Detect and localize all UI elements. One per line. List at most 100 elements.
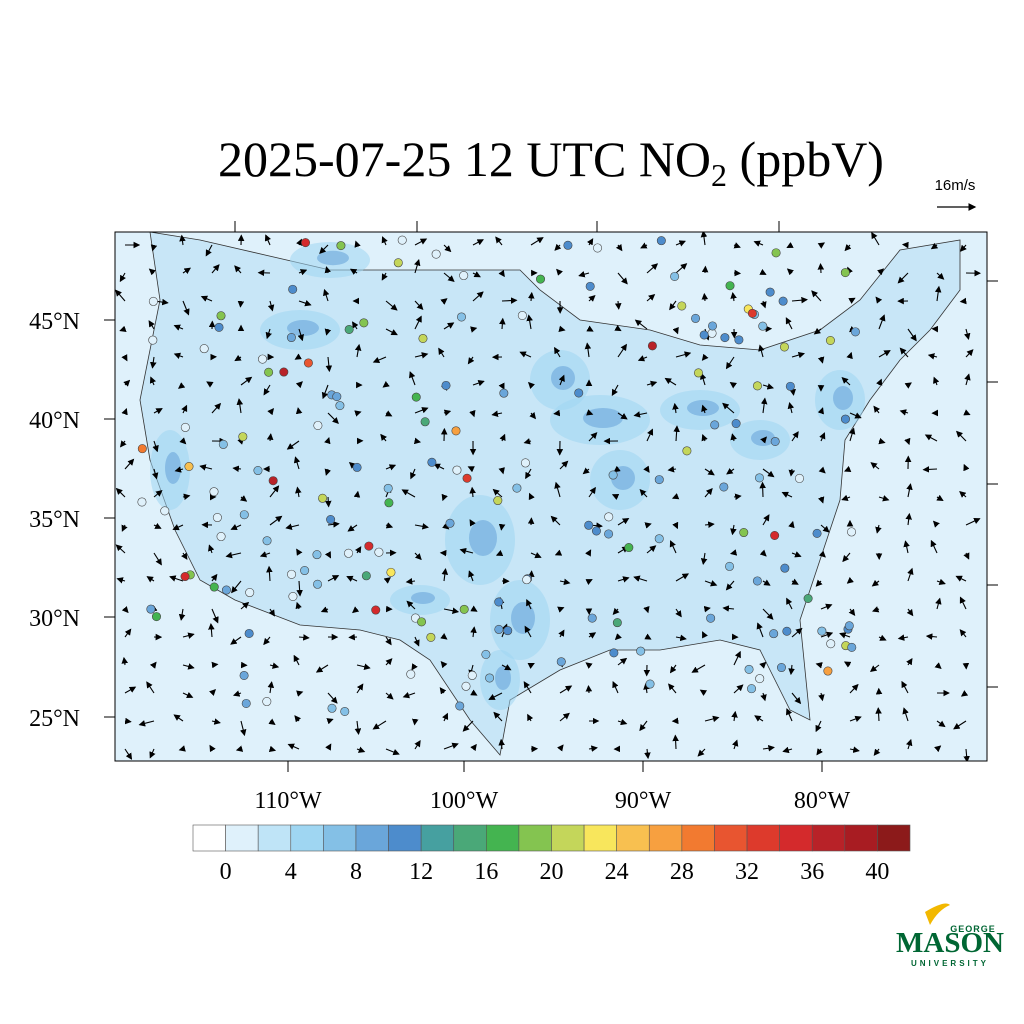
wind-arrow xyxy=(469,409,476,418)
wind-arrow xyxy=(633,575,648,582)
wind-arrow xyxy=(263,384,271,396)
no2-patch xyxy=(411,592,435,604)
station xyxy=(719,482,729,492)
wind-arrow xyxy=(470,626,477,638)
wind-arrow xyxy=(231,580,242,594)
station xyxy=(427,457,437,467)
wind-arrow xyxy=(413,636,420,647)
station xyxy=(386,567,396,577)
wind-arrow xyxy=(959,297,967,305)
wind-arrow xyxy=(791,627,803,638)
colorbar-label: 12 xyxy=(409,859,433,885)
wind-arrow xyxy=(612,607,620,615)
wind-arrow xyxy=(788,664,795,676)
wind-arrow xyxy=(762,383,774,390)
wind-arrow xyxy=(173,714,184,722)
wind-arrow xyxy=(327,692,338,704)
wind-arrow xyxy=(964,373,971,386)
wind-arrow xyxy=(646,428,654,442)
wind-arrow xyxy=(414,740,421,750)
station xyxy=(794,473,804,483)
wind-arrow xyxy=(556,744,564,752)
wind-arrow xyxy=(443,322,455,330)
wind-arrow xyxy=(385,328,398,336)
wind-arrow xyxy=(553,409,561,417)
wind-arrow xyxy=(722,402,735,414)
wind-arrow xyxy=(634,319,648,330)
wind-arrow xyxy=(925,633,938,640)
wind-arrow xyxy=(385,636,392,646)
station xyxy=(708,321,718,331)
station xyxy=(587,613,597,623)
wind-arrow xyxy=(791,351,806,359)
wind-arrow xyxy=(232,690,242,697)
wind-arrow xyxy=(296,690,304,697)
wind-arrow xyxy=(927,353,938,360)
wind-arrow xyxy=(933,376,940,386)
wind-arrow xyxy=(588,632,597,639)
colorbar-label: 24 xyxy=(605,859,629,885)
wind-arrow xyxy=(411,663,418,671)
station xyxy=(840,414,850,424)
wind-arrow xyxy=(936,272,945,280)
vector-reference-label: 16m/s xyxy=(935,177,976,194)
colorbar-label: 8 xyxy=(350,859,362,885)
wind-arrow xyxy=(791,431,799,442)
wind-arrow xyxy=(959,244,967,252)
lat-label: 25°N xyxy=(29,706,80,732)
station xyxy=(262,697,272,707)
station xyxy=(850,327,860,337)
station xyxy=(384,498,394,508)
station xyxy=(459,271,469,281)
wind-arrow xyxy=(849,746,860,753)
colorbar-label: 4 xyxy=(285,859,297,885)
wind-arrow xyxy=(643,606,650,614)
wind-arrow xyxy=(759,268,767,275)
wind-arrow xyxy=(443,272,455,282)
station xyxy=(825,335,835,345)
wind-arrow xyxy=(730,433,737,442)
wind-arrow xyxy=(934,662,942,670)
station xyxy=(691,313,701,323)
station xyxy=(522,575,532,585)
wind-arrow xyxy=(963,748,970,761)
wind-arrow xyxy=(817,407,824,415)
wind-arrow xyxy=(268,718,276,726)
station xyxy=(699,330,709,340)
station xyxy=(494,597,504,607)
stations xyxy=(137,235,860,716)
station xyxy=(336,241,346,251)
station xyxy=(752,576,762,586)
wind-arrow xyxy=(441,568,449,582)
wind-arrow xyxy=(922,466,938,473)
no2-patch xyxy=(287,320,319,336)
wind-arrow xyxy=(672,521,679,530)
wind-arrow xyxy=(588,432,598,442)
wind-arrow xyxy=(121,407,128,416)
wind-arrow xyxy=(206,381,214,388)
wind-arrow xyxy=(846,576,854,584)
wind-arrow xyxy=(965,349,974,358)
wind-arrow xyxy=(119,325,127,332)
wind-arrow xyxy=(873,405,881,414)
station xyxy=(239,510,249,520)
station xyxy=(747,308,757,318)
wind-arrow xyxy=(296,548,303,556)
station xyxy=(765,287,775,297)
colorbar-label: 36 xyxy=(800,859,824,885)
wind-arrow xyxy=(849,715,862,722)
wind-arrow xyxy=(907,567,914,582)
wind-arrow xyxy=(182,663,195,670)
wind-arrow xyxy=(844,465,852,473)
wind-arrow xyxy=(177,382,186,389)
wind-arrow xyxy=(762,468,775,478)
wind-arrow xyxy=(963,328,971,340)
wind-arrow xyxy=(526,314,533,330)
colorbar-box xyxy=(877,824,911,852)
wind-arrow xyxy=(472,239,484,246)
wind-arrow xyxy=(381,272,388,281)
wind-arrow xyxy=(875,707,882,722)
wind-arrow xyxy=(722,605,735,612)
wind-arrow xyxy=(433,463,445,470)
wind-arrow xyxy=(899,347,909,358)
